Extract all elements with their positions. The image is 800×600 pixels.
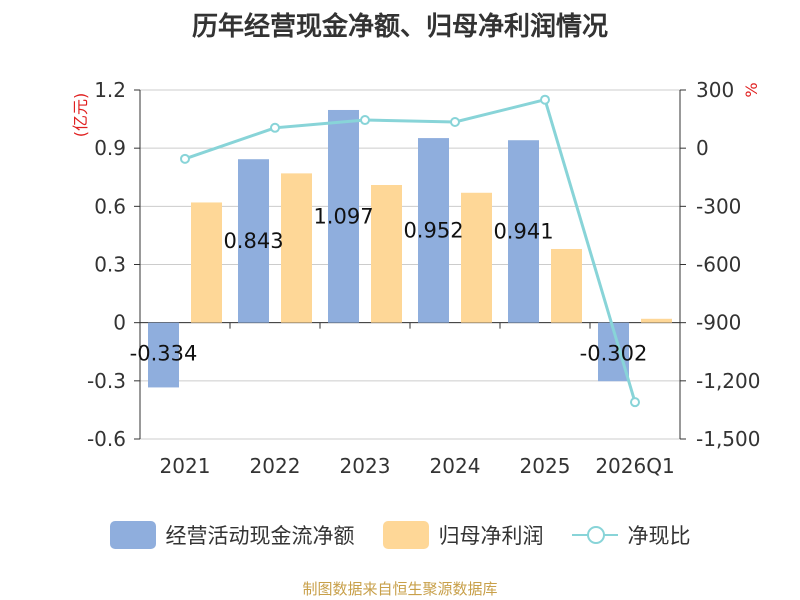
y-right-tick-label: -900 (696, 311, 741, 335)
bar-cash-flow (418, 138, 449, 323)
legend-label-ratio: 净现比 (627, 524, 691, 548)
x-tick-label: 2024 (430, 454, 481, 478)
y-left-tick-label: 0.3 (94, 253, 126, 277)
y-right-tick-label: 300 (696, 78, 734, 102)
data-label-cash-flow: -0.334 (130, 342, 198, 366)
x-tick-label: 2023 (340, 454, 391, 478)
legend-item-ratio[interactable]: 净现比 (571, 520, 691, 550)
y-left-axis-title: (亿元) (71, 93, 90, 138)
y-left-tick-label: -0.6 (87, 427, 126, 451)
line-cash-ratio (184, 97, 637, 403)
data-label-cash-flow: -0.302 (580, 342, 648, 366)
point-cash-ratio (180, 153, 190, 164)
point-cash-ratio (360, 115, 370, 126)
x-tick-label: 2022 (250, 454, 301, 478)
bar-cash-flow (238, 159, 269, 323)
data-label-cash-flow: 0.952 (403, 218, 463, 242)
legend-item-cash[interactable]: 经营活动现金流净额 (109, 520, 355, 550)
point-cash-ratio (450, 116, 460, 127)
y-right-tick-label: -1,200 (696, 369, 760, 393)
legend-label-cash: 经营活动现金流净额 (165, 524, 355, 548)
y-right-tick-label: -600 (696, 253, 741, 277)
bar-cash-flow (148, 322, 179, 388)
y-left-tick-label: 0 (113, 311, 126, 335)
y-right-tick-label: -300 (696, 194, 741, 218)
y-left-tick-label: 0.6 (94, 194, 126, 218)
bar-net-profit (191, 202, 222, 323)
bar-cash-flow (328, 109, 359, 323)
y-right-axis-title: % (742, 82, 761, 97)
y-right-tick-label: 0 (696, 136, 709, 160)
legend: 经营活动现金流净额 归母净利润 净现比 (0, 518, 800, 552)
x-tick-label: 2021 (160, 454, 211, 478)
legend-label-profit: 归母净利润 (438, 524, 544, 548)
bar-net-profit (371, 185, 402, 323)
bar-net-profit (281, 173, 312, 323)
point-cash-ratio (540, 94, 550, 105)
bar-net-profit (461, 192, 492, 323)
x-tick-label: 2026Q1 (595, 454, 674, 478)
data-label-cash-flow: 0.941 (493, 219, 553, 243)
y-left-tick-label: 0.9 (94, 136, 126, 160)
data-label-cash-flow: 0.843 (223, 229, 283, 253)
legend-swatch-cash (109, 521, 156, 549)
y-right-tick-label: -1,500 (696, 427, 760, 451)
y-left-tick-label: -0.3 (87, 369, 126, 393)
data-label-cash-flow: 1.097 (313, 204, 373, 228)
chart-title: 历年经营现金净额、归母净利润情况 (191, 12, 608, 42)
source-note: 制图数据来自恒生聚源数据库 (302, 580, 498, 598)
bar-net-profit (551, 248, 582, 323)
x-tick-label: 2025 (520, 454, 571, 478)
bar-cash-flow (508, 140, 539, 323)
legend-item-profit[interactable]: 归母净利润 (382, 520, 544, 550)
point-cash-ratio (270, 122, 280, 133)
y-left-tick-label: 1.2 (94, 78, 126, 102)
legend-swatch-profit (382, 521, 429, 549)
bar-net-profit (641, 318, 672, 323)
point-cash-ratio (630, 397, 640, 408)
legend-swatch-ratio (571, 521, 618, 549)
